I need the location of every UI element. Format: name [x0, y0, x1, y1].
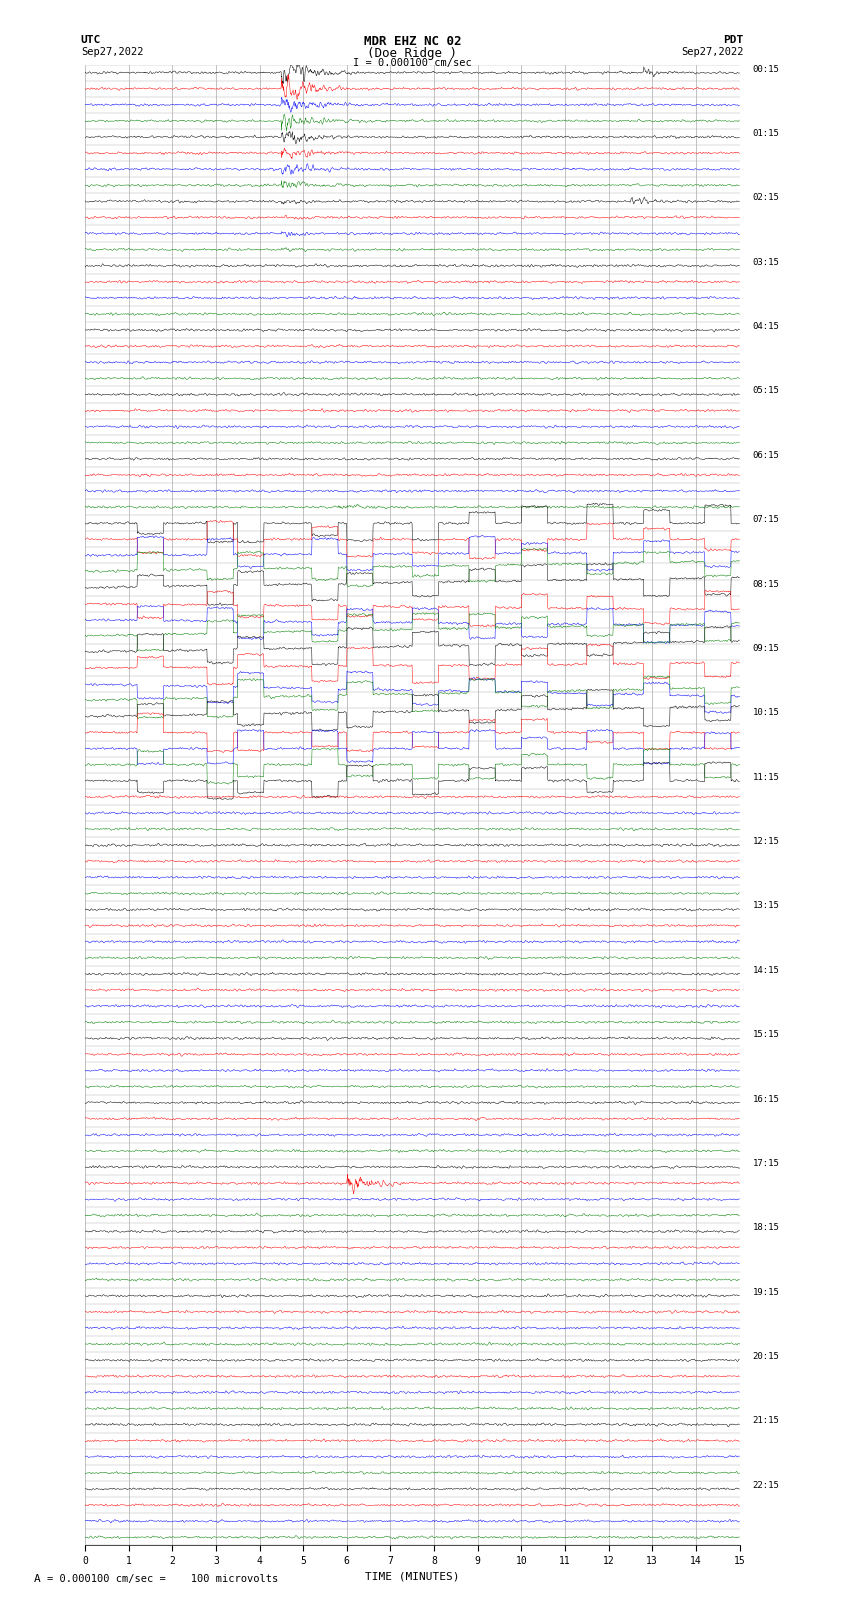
Text: 09:15: 09:15 — [752, 644, 779, 653]
Text: 11:15: 11:15 — [752, 773, 779, 782]
Text: 10:15: 10:15 — [752, 708, 779, 718]
Text: = 0.000100 cm/sec =    100 microvolts: = 0.000100 cm/sec = 100 microvolts — [47, 1574, 278, 1584]
Text: 14:15: 14:15 — [752, 966, 779, 974]
Text: 07:15: 07:15 — [752, 515, 779, 524]
Text: 21:15: 21:15 — [752, 1416, 779, 1426]
Text: 18:15: 18:15 — [752, 1223, 779, 1232]
Text: Sep27,2022: Sep27,2022 — [681, 47, 744, 56]
Text: 17:15: 17:15 — [752, 1160, 779, 1168]
Text: 13:15: 13:15 — [752, 902, 779, 910]
Text: 22:15: 22:15 — [752, 1481, 779, 1490]
Text: 00:15: 00:15 — [752, 65, 779, 74]
Text: 12:15: 12:15 — [752, 837, 779, 847]
Text: 04:15: 04:15 — [752, 323, 779, 331]
Text: 19:15: 19:15 — [752, 1287, 779, 1297]
Text: 16:15: 16:15 — [752, 1095, 779, 1103]
Text: (Doe Ridge ): (Doe Ridge ) — [367, 47, 457, 60]
X-axis label: TIME (MINUTES): TIME (MINUTES) — [365, 1571, 460, 1581]
Text: A: A — [34, 1574, 41, 1584]
Text: Sep27,2022: Sep27,2022 — [81, 47, 144, 56]
Text: MDR EHZ NC 02: MDR EHZ NC 02 — [364, 35, 461, 48]
Text: 06:15: 06:15 — [752, 450, 779, 460]
Text: 03:15: 03:15 — [752, 258, 779, 266]
Text: 05:15: 05:15 — [752, 387, 779, 395]
Text: 20:15: 20:15 — [752, 1352, 779, 1361]
Text: 02:15: 02:15 — [752, 194, 779, 202]
Text: I = 0.000100 cm/sec: I = 0.000100 cm/sec — [353, 58, 472, 68]
Text: 15:15: 15:15 — [752, 1031, 779, 1039]
Text: PDT: PDT — [723, 35, 744, 45]
Text: 01:15: 01:15 — [752, 129, 779, 137]
Text: UTC: UTC — [81, 35, 101, 45]
Text: 08:15: 08:15 — [752, 579, 779, 589]
